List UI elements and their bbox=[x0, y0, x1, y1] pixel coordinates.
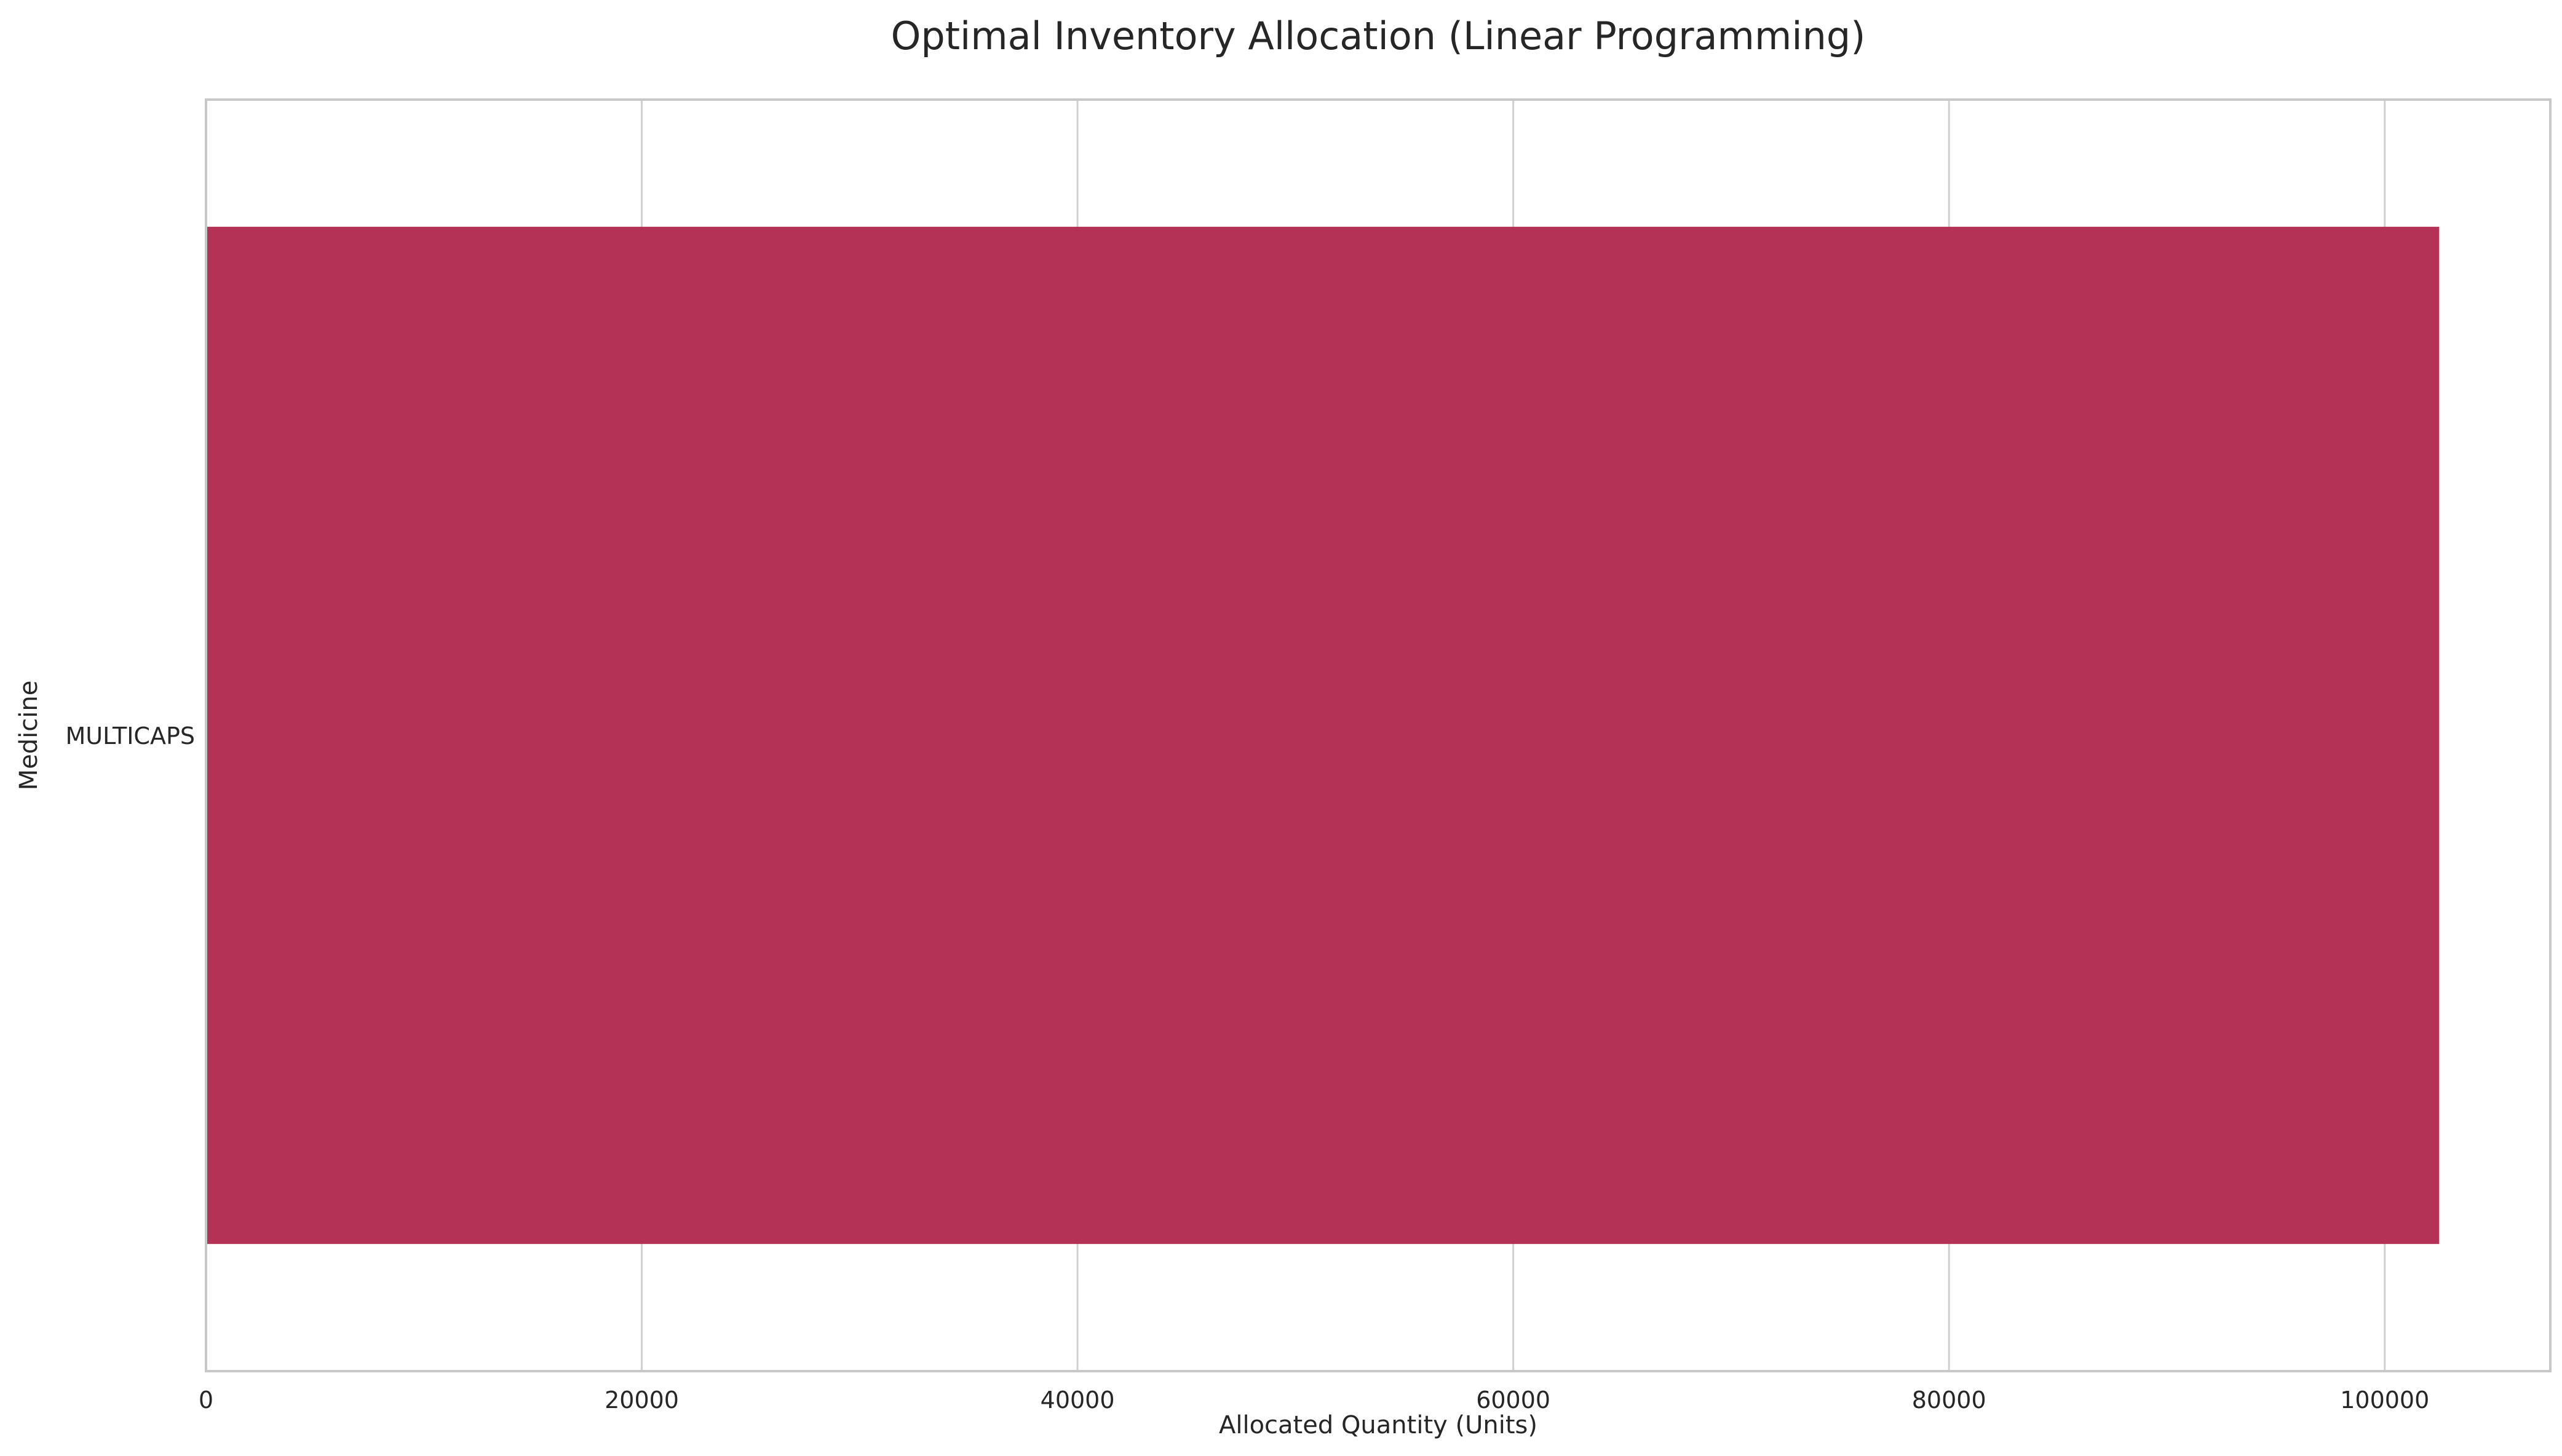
x-tick-label: 40000 bbox=[1041, 1387, 1115, 1414]
x-tick-label: 0 bbox=[199, 1387, 213, 1414]
x-tick-labels: 0 20000 40000 60000 80000 100000 bbox=[199, 1387, 2429, 1414]
x-tick-label: 80000 bbox=[1912, 1387, 1986, 1414]
y-tick-labels: MULTICAPS bbox=[65, 722, 195, 750]
x-tick-label: 60000 bbox=[1476, 1387, 1550, 1414]
y-axis-label: Medicine bbox=[15, 681, 43, 791]
x-tick-label: 100000 bbox=[2340, 1387, 2429, 1414]
bars bbox=[206, 226, 2440, 1244]
chart-title: Optimal Inventory Allocation (Linear Pro… bbox=[891, 14, 1866, 58]
x-axis-label: Allocated Quantity (Units) bbox=[1219, 1411, 1537, 1439]
plot-frame bbox=[205, 98, 2552, 1372]
x-tick-label: 20000 bbox=[605, 1387, 679, 1414]
bar-multicaps bbox=[206, 226, 2440, 1244]
y-tick-label: MULTICAPS bbox=[65, 722, 195, 750]
